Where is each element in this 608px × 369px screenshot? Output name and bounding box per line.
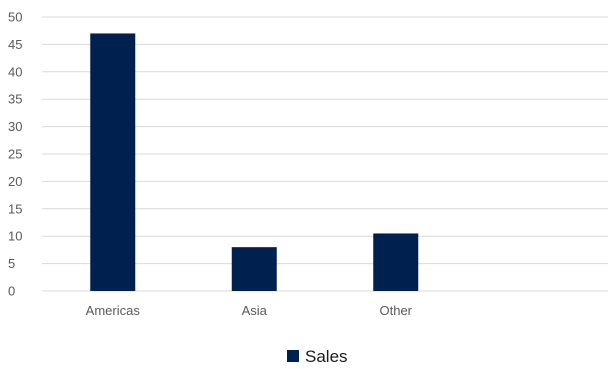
y-tick-label: 15	[8, 201, 22, 216]
bar-asia	[232, 247, 277, 291]
x-tick-label: Americas	[86, 303, 141, 318]
y-tick-label: 20	[8, 174, 22, 189]
bar-other	[373, 233, 418, 291]
bar-americas	[90, 33, 135, 291]
y-tick-label: 0	[8, 284, 15, 299]
x-tick-label: Asia	[242, 303, 268, 318]
y-tick-label: 5	[8, 256, 15, 271]
y-tick-label: 40	[8, 64, 22, 79]
legend-label: Sales	[305, 347, 348, 366]
y-tick-label: 35	[8, 92, 22, 107]
y-tick-label: 50	[8, 10, 22, 25]
y-tick-label: 25	[8, 147, 22, 162]
y-axis-ticks: 0 5 10 15 20 25 30 35 40 45 50	[8, 10, 22, 299]
legend-swatch	[287, 350, 299, 362]
x-axis-labels: Americas Asia Other	[86, 303, 413, 318]
x-tick-label: Other	[379, 303, 412, 318]
legend: Sales	[287, 347, 348, 366]
y-tick-label: 10	[8, 229, 22, 244]
y-tick-label: 30	[8, 119, 22, 134]
y-tick-label: 45	[8, 37, 22, 52]
